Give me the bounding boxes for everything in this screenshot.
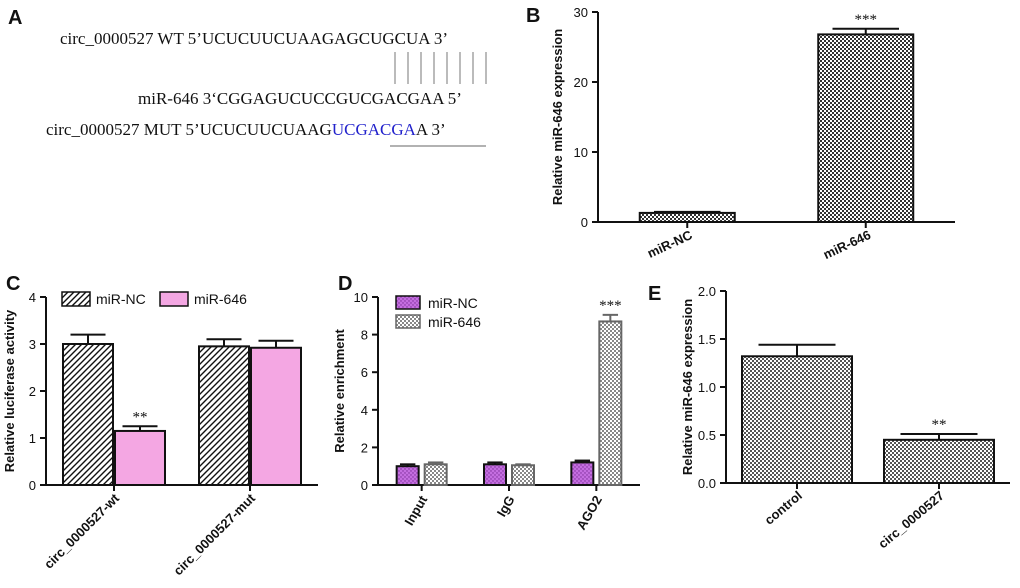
bar bbox=[250, 346, 302, 487]
significance-label: *** bbox=[855, 12, 878, 28]
y-tick-label: 20 bbox=[574, 75, 588, 90]
panel-e-categories: control circ_0000527 bbox=[762, 483, 947, 551]
panel-d-legend: miR-NC miR-646 bbox=[395, 295, 481, 330]
pairing-lines bbox=[394, 52, 487, 84]
panel-d-bars: *** bbox=[395, 298, 623, 487]
bar bbox=[198, 345, 250, 486]
panel-a-label: A bbox=[8, 7, 22, 29]
category-label: circ_0000527 bbox=[875, 488, 947, 552]
y-tick-label: 0 bbox=[581, 215, 588, 230]
category-label: circ_0000527-mut bbox=[170, 490, 258, 578]
panel-e-ylabel: Relative miR-646 expression bbox=[680, 299, 695, 475]
significance-label: ** bbox=[133, 409, 148, 425]
y-tick-label: 0 bbox=[29, 478, 36, 493]
y-tick-label: 2 bbox=[361, 440, 368, 455]
category-label: AGO2 bbox=[574, 493, 605, 532]
category-label: Input bbox=[401, 492, 430, 528]
y-tick-label: 1.5 bbox=[698, 332, 716, 347]
category-label: control bbox=[762, 488, 805, 528]
significance-label: *** bbox=[599, 298, 622, 314]
legend-label-mir-646: miR-646 bbox=[428, 314, 481, 330]
legend-swatch-mir-646 bbox=[395, 314, 421, 329]
panel-b-ylabel: Relative miR-646 expression bbox=[550, 29, 565, 205]
y-tick-label: 0.0 bbox=[698, 476, 716, 491]
bar bbox=[511, 464, 535, 487]
panel-e-label: E bbox=[648, 283, 661, 305]
y-tick-label: 10 bbox=[354, 290, 368, 305]
y-tick-label: 8 bbox=[361, 328, 368, 343]
panel-a: A circ_0000527 WT 5’UCUCUUCUAAGAGCUGCUA … bbox=[8, 7, 487, 147]
y-tick-label: 30 bbox=[574, 5, 588, 20]
bar bbox=[114, 429, 166, 487]
significance-label: ** bbox=[932, 417, 947, 433]
y-tick-label: 3 bbox=[29, 337, 36, 352]
panel-d-label: D bbox=[338, 273, 352, 295]
panel-c-label: C bbox=[6, 273, 20, 295]
panel-c-ylabel: Relative luciferase activity bbox=[2, 309, 17, 472]
legend-label-mir-nc: miR-NC bbox=[428, 295, 478, 311]
panel-b-chart: B Relative miR-646 expression 0 10 20 30 **… bbox=[526, 5, 955, 262]
panel-d-ylabel: Relative enrichment bbox=[332, 329, 347, 453]
y-tick-label: 2.0 bbox=[698, 284, 716, 299]
bar bbox=[423, 463, 448, 487]
panel-b-label: B bbox=[526, 5, 540, 27]
legend-label-mir-646: miR-646 bbox=[194, 291, 247, 307]
bar bbox=[817, 33, 915, 224]
mut-sequence-suffix: A 3’ bbox=[416, 120, 446, 139]
y-tick-label: 2 bbox=[29, 384, 36, 399]
y-tick-label: 6 bbox=[361, 365, 368, 380]
bar bbox=[570, 461, 595, 487]
bar bbox=[741, 355, 853, 484]
panel-d-categories: Input IgG AGO2 bbox=[401, 485, 605, 532]
bar bbox=[395, 465, 420, 487]
legend-swatch-mir-nc bbox=[395, 295, 421, 310]
y-tick-label: 1 bbox=[29, 431, 36, 446]
y-tick-label: 4 bbox=[29, 290, 36, 305]
bar bbox=[62, 343, 114, 486]
panel-e-chart: E Relative miR-646 expression 0.0 0.5 1.0 1… bbox=[648, 283, 1010, 551]
y-tick-label: 10 bbox=[574, 145, 588, 160]
legend-swatch-mir-646 bbox=[159, 291, 189, 307]
legend-label-mir-nc: miR-NC bbox=[96, 291, 146, 307]
category-label: miR-646 bbox=[821, 227, 873, 262]
panel-c-bars: ** bbox=[62, 333, 302, 487]
y-tick-label: 1.0 bbox=[698, 380, 716, 395]
bar bbox=[883, 438, 995, 484]
bar bbox=[598, 320, 623, 486]
category-label: miR-NC bbox=[645, 227, 695, 261]
panel-c-legend: miR-NC miR-646 bbox=[61, 291, 247, 307]
panel-e-bars: ** bbox=[741, 343, 995, 484]
wt-sequence: circ_0000527 WT 5’UCUCUUCUAAGAGCUGCUA 3’ bbox=[60, 29, 448, 48]
y-tick-label: 0.5 bbox=[698, 428, 716, 443]
panel-b-categories: miR-NC miR-646 bbox=[645, 222, 873, 262]
legend-swatch-mir-nc bbox=[61, 291, 91, 307]
mir-sequence: miR-646 3‘CGGAGUCUCCGUCGACGAA 5’ bbox=[138, 89, 462, 108]
bar bbox=[483, 463, 507, 487]
mut-sequence: circ_0000527 MUT 5’UCUCUUCUAAGUCGACGAA 3… bbox=[46, 120, 446, 139]
mut-sequence-prefix: circ_0000527 MUT 5’UCUCUUCUAAG bbox=[46, 120, 332, 139]
category-label: circ_0000527-wt bbox=[41, 490, 123, 572]
bar bbox=[638, 211, 736, 223]
panel-b-bars: *** bbox=[638, 12, 915, 224]
y-tick-label: 4 bbox=[361, 403, 368, 418]
y-tick-label: 0 bbox=[361, 478, 368, 493]
mut-sequence-mutated: UCGACGA bbox=[332, 120, 417, 139]
panel-c-categories: circ_0000527-wt circ_0000527-mut bbox=[41, 485, 259, 578]
category-label: IgG bbox=[494, 493, 518, 519]
